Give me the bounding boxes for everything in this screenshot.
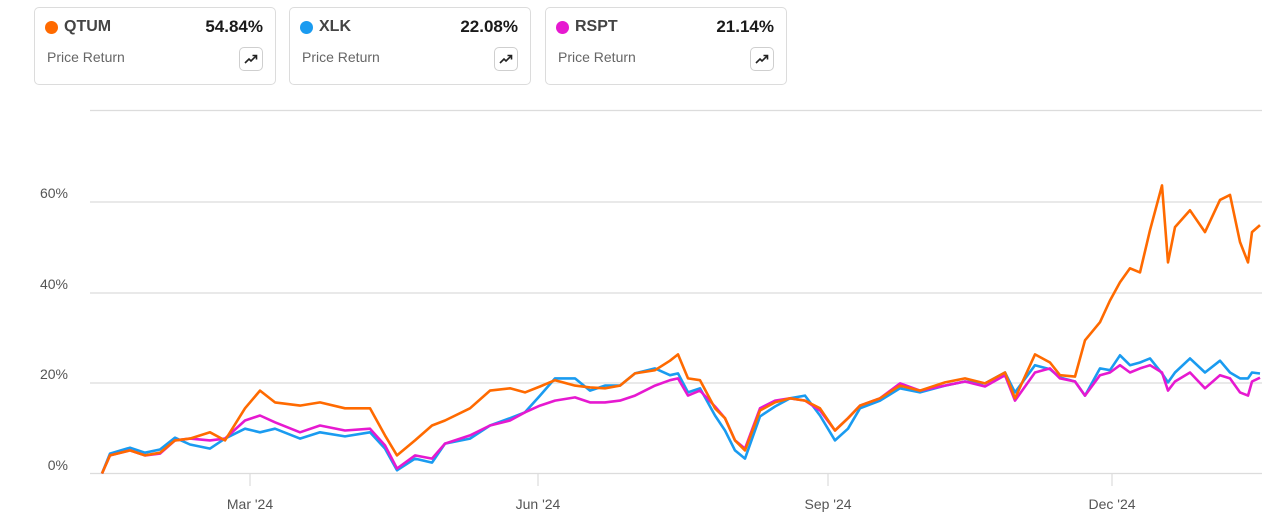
x-axis-ticks (249, 474, 1113, 486)
series-ticker: XLK (319, 18, 351, 35)
series-return-value: 21.14% (716, 17, 774, 36)
y-axis-label: 0% (47, 457, 68, 473)
series-subtitle: Price Return (558, 49, 636, 65)
series-color-dot (45, 21, 58, 34)
series-line-xlk (100, 353, 1261, 474)
trending-up-icon[interactable] (494, 47, 518, 71)
series-card-xlk[interactable]: XLK 22.08% Price Return (289, 7, 531, 85)
y-axis-label: 60% (39, 185, 68, 201)
series-ticker: QTUM (64, 18, 112, 35)
x-axis-label: Jun '24 (515, 496, 561, 512)
series-lines (100, 184, 1261, 475)
series-line-qtum (100, 184, 1261, 475)
x-axis-label: Sep '24 (804, 496, 852, 512)
y-axis-label: 20% (39, 366, 68, 382)
series-color-dot (300, 21, 313, 34)
series-ticker: RSPT (575, 18, 618, 35)
y-axis-label: 40% (39, 276, 68, 292)
series-card-rspt[interactable]: RSPT 21.14% Price Return (545, 7, 787, 85)
series-subtitle: Price Return (47, 49, 125, 65)
series-return-value: 22.08% (460, 17, 518, 36)
series-return-value: 54.84% (205, 17, 263, 36)
series-line-rspt (100, 363, 1261, 475)
series-subtitle: Price Return (302, 49, 380, 65)
series-color-dot (556, 21, 569, 34)
trending-up-icon[interactable] (750, 47, 774, 71)
gridlines (90, 109, 1262, 475)
trending-up-icon[interactable] (239, 47, 263, 71)
x-axis-label: Mar '24 (226, 496, 274, 512)
series-card-qtum[interactable]: QTUM 54.84% Price Return (34, 7, 276, 85)
x-axis-label: Dec '24 (1088, 496, 1136, 512)
